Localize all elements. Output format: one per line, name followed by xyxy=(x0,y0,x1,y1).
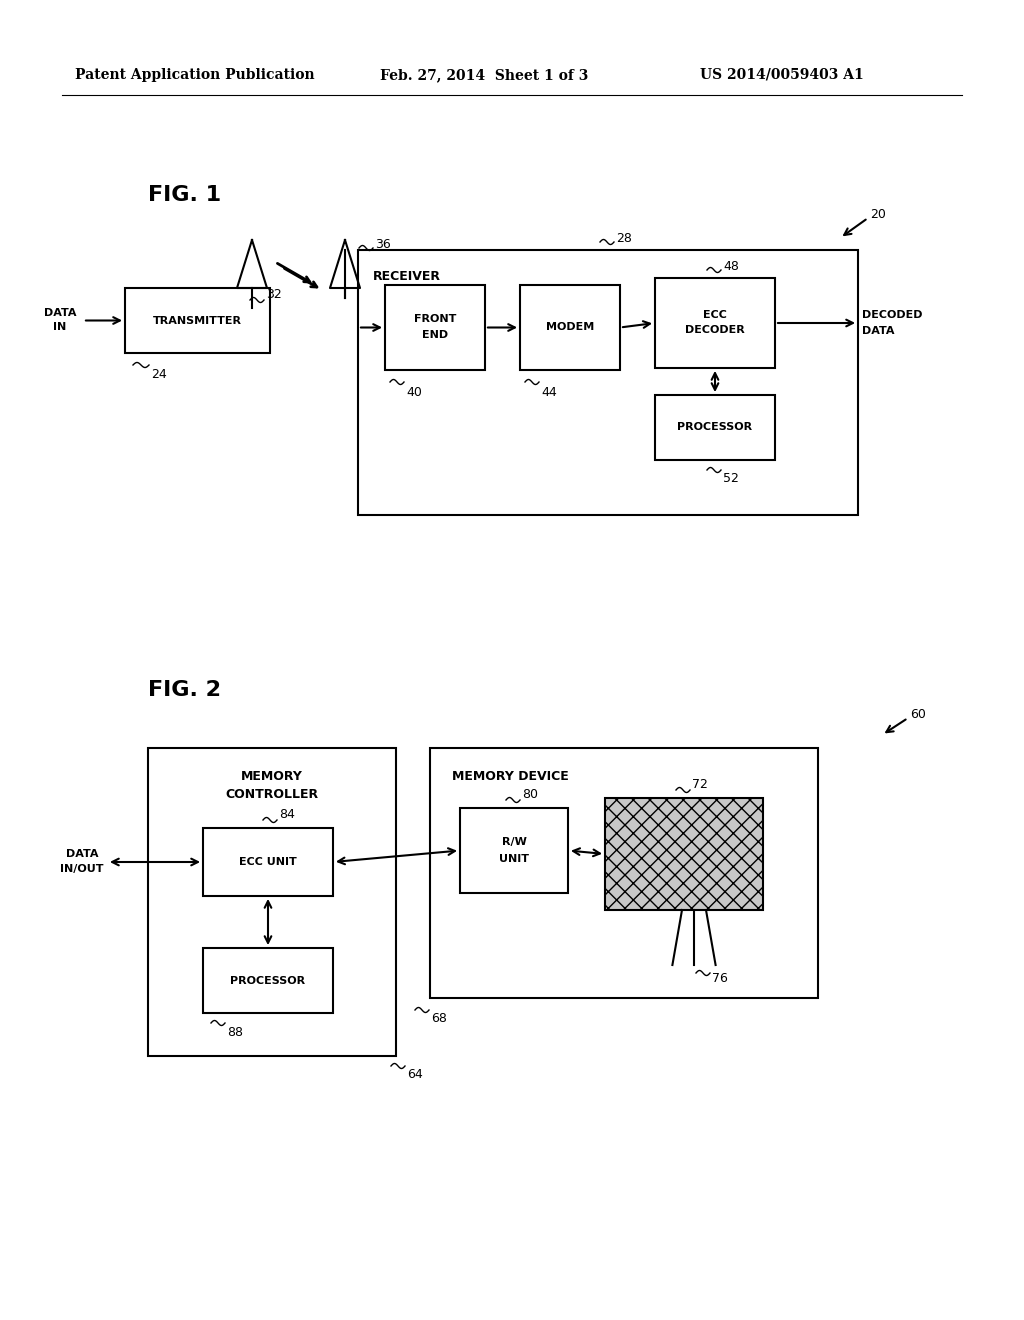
Text: DATA: DATA xyxy=(862,326,895,337)
Text: DECODED: DECODED xyxy=(862,310,923,319)
Bar xyxy=(385,285,485,370)
Text: TRANSMITTER: TRANSMITTER xyxy=(153,315,242,326)
Bar xyxy=(605,799,763,909)
Text: 64: 64 xyxy=(407,1068,423,1081)
Bar xyxy=(358,249,858,515)
Text: FRONT: FRONT xyxy=(414,314,456,325)
Text: ECC: ECC xyxy=(703,310,727,319)
Text: 48: 48 xyxy=(723,260,739,272)
Text: US 2014/0059403 A1: US 2014/0059403 A1 xyxy=(700,69,864,82)
Text: ECC UNIT: ECC UNIT xyxy=(240,857,297,867)
Text: END: END xyxy=(422,330,449,339)
Text: IN: IN xyxy=(53,322,67,333)
Text: R/W: R/W xyxy=(502,837,526,847)
Text: 84: 84 xyxy=(279,808,295,821)
Text: 68: 68 xyxy=(431,1011,446,1024)
Text: CONTROLLER: CONTROLLER xyxy=(225,788,318,801)
Text: 60: 60 xyxy=(910,709,926,722)
Text: DECODER: DECODER xyxy=(685,325,744,335)
Bar xyxy=(520,285,620,370)
Text: IN/OUT: IN/OUT xyxy=(60,865,103,874)
Text: PROCESSOR: PROCESSOR xyxy=(230,975,305,986)
Bar xyxy=(125,288,270,352)
Text: MEMORY: MEMORY xyxy=(241,770,303,783)
Bar xyxy=(430,748,818,998)
Text: FIG. 1: FIG. 1 xyxy=(148,185,221,205)
Bar xyxy=(460,808,568,894)
Bar xyxy=(203,948,333,1012)
Text: 36: 36 xyxy=(375,238,391,251)
Text: Patent Application Publication: Patent Application Publication xyxy=(75,69,314,82)
Text: 72: 72 xyxy=(692,777,708,791)
Text: 80: 80 xyxy=(522,788,538,800)
Text: PROCESSOR: PROCESSOR xyxy=(678,422,753,433)
Bar xyxy=(655,279,775,368)
Text: Feb. 27, 2014  Sheet 1 of 3: Feb. 27, 2014 Sheet 1 of 3 xyxy=(380,69,589,82)
Text: DATA: DATA xyxy=(44,308,76,318)
Text: MEMORY DEVICE: MEMORY DEVICE xyxy=(452,770,568,783)
Text: 32: 32 xyxy=(266,289,282,301)
Bar xyxy=(148,748,396,1056)
Text: MODEM: MODEM xyxy=(546,322,594,333)
Text: DATA: DATA xyxy=(66,849,98,859)
Text: 44: 44 xyxy=(541,385,557,399)
Text: UNIT: UNIT xyxy=(499,854,529,863)
Text: 20: 20 xyxy=(870,209,886,222)
Text: 24: 24 xyxy=(151,368,167,381)
Text: 88: 88 xyxy=(227,1027,243,1040)
Text: FIG. 2: FIG. 2 xyxy=(148,680,221,700)
Text: 52: 52 xyxy=(723,471,739,484)
Text: 40: 40 xyxy=(406,385,422,399)
Bar xyxy=(655,395,775,459)
Text: RECEIVER: RECEIVER xyxy=(373,271,441,282)
Bar xyxy=(203,828,333,896)
Text: 28: 28 xyxy=(616,231,632,244)
Text: 76: 76 xyxy=(712,973,728,986)
